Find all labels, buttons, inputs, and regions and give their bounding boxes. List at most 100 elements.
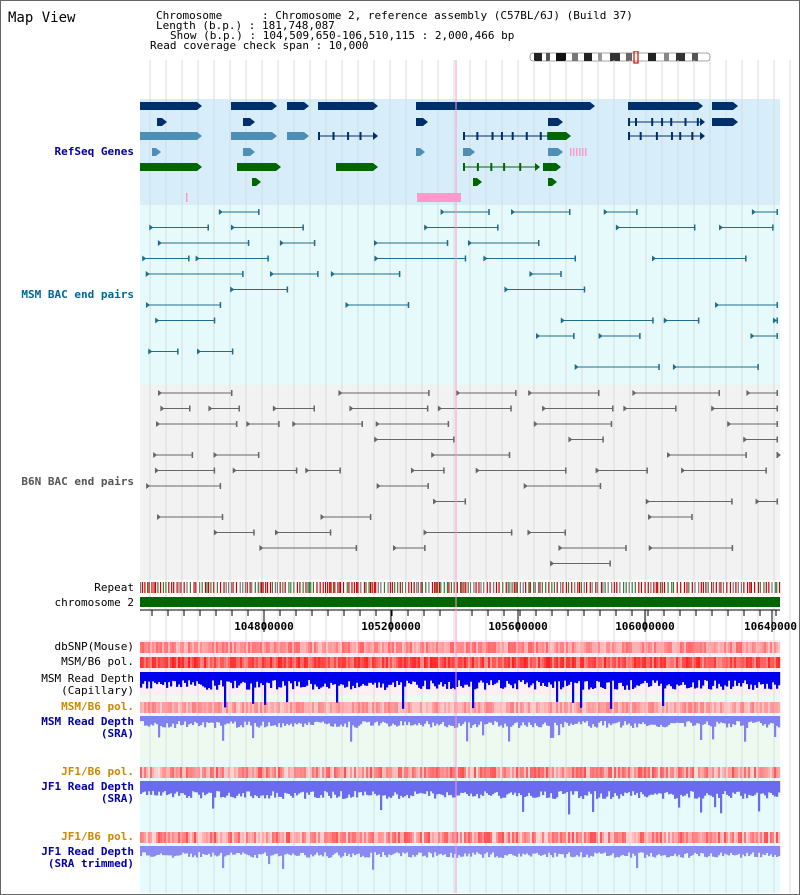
msm-capillary-depth-bar — [528, 672, 531, 688]
msm-pol-sra-cell — [338, 702, 341, 713]
axis-tick-label: 10640000 — [744, 620, 797, 633]
jf1-trimmed-depth-bar — [478, 846, 481, 854]
jf1-pol-cell — [434, 767, 437, 778]
msm-pol-cell — [768, 657, 771, 668]
axis-tick-label: 106000000 — [615, 620, 675, 633]
msm-capillary-depth-bar — [496, 672, 499, 683]
msm-capillary-depth-bar — [366, 672, 369, 686]
msm-pol-cell — [552, 657, 555, 668]
jf1-pol-trim-cell — [278, 832, 281, 843]
jf1-sra-depth-bar — [676, 781, 679, 799]
msm-pol-sra-cell — [564, 702, 567, 713]
msm-capillary-depth-bar — [744, 672, 747, 681]
jf1-pol-trim-cell — [684, 832, 687, 843]
jf1-pol-cell — [708, 767, 711, 778]
refseq-gene-exon — [511, 132, 514, 140]
repeat-element — [776, 582, 778, 593]
jf1-pol-trim-cell — [484, 832, 487, 843]
jf1-sra-depth-bar — [690, 781, 693, 792]
jf1-pol-cell — [244, 767, 247, 778]
jf1-sra-depth-bar — [248, 781, 251, 792]
b6n-bac-pair-end — [154, 467, 159, 474]
jf1-sra-depth-bar — [484, 781, 487, 792]
jf1-sra-depth-bar — [684, 781, 687, 796]
msm-capillary-depth-bar — [354, 672, 357, 689]
msm-pol-sra-cell — [366, 702, 369, 713]
b6n-bac-pair-end — [375, 421, 380, 427]
jf1-sra-depth-bar — [604, 781, 607, 799]
jf1-pol-trim-cell — [248, 832, 251, 843]
refseq-gene — [140, 163, 197, 171]
msm-capillary-depth-bar — [374, 672, 377, 683]
msm-pol-cell — [344, 657, 347, 668]
jf1-pol-cell — [192, 767, 195, 778]
msm-sra-depth-bar — [708, 716, 711, 726]
refseq-gene — [712, 118, 733, 126]
jf1-pol-trim-cell — [222, 832, 225, 843]
msm-sra-depth-bar — [246, 716, 249, 725]
jf1-trimmed-depth-bar — [406, 846, 409, 853]
jf1-pol-cell — [622, 767, 625, 778]
msm-pol-sra-cell — [524, 702, 527, 713]
jf1-trimmed-depth-bar — [288, 846, 291, 855]
jf1-pol-cell — [488, 767, 491, 778]
repeat-element — [740, 582, 742, 593]
msm-bac-pair-end — [511, 209, 516, 215]
jf1-pol-cell — [516, 767, 519, 778]
msm-pol-cell — [548, 657, 551, 668]
dbsnp-cell — [172, 642, 175, 653]
jf1-trimmed-depth-bar — [204, 846, 207, 855]
jf1-pol-trim-cell — [254, 832, 257, 843]
b6n-bac-pair-end — [776, 390, 778, 396]
dbsnp-cell — [186, 642, 189, 653]
jf1-trimmed-depth-bar — [422, 846, 425, 857]
repeat-element — [616, 582, 618, 593]
msm-pol-cell — [510, 657, 513, 668]
jf1-trimmed-depth-bar — [196, 846, 199, 858]
msm-pol-sra-cell — [750, 702, 753, 713]
msm-pol-sra-cell — [752, 702, 755, 713]
jf1-trimmed-depth-bar — [670, 846, 673, 856]
msm-capillary-depth-bar — [670, 672, 673, 687]
jf1-pol-trim-cell — [726, 832, 729, 843]
jf1-pol-cell — [268, 767, 271, 778]
refseq-gene-exon — [490, 163, 493, 171]
dbsnp-cell — [748, 642, 751, 653]
jf1-sra-depth-bar — [702, 781, 705, 799]
jf1-trimmed-depth-bar — [766, 846, 769, 853]
dbsnp-cell — [588, 642, 591, 653]
msm-pol-cell — [504, 657, 507, 668]
repeat-element — [495, 582, 498, 593]
jf1-pol-trim-cell — [494, 832, 497, 843]
jf1-trimmed-depth-bar — [460, 846, 463, 857]
repeat-element — [711, 582, 713, 593]
msm-pol-cell — [586, 657, 589, 668]
msm-pol-sra-cell — [262, 702, 265, 713]
msm-capillary-depth-bar — [324, 672, 327, 684]
msm-pol-cell — [244, 657, 247, 668]
repeat-element — [657, 582, 659, 593]
dbsnp-cell — [696, 642, 699, 653]
jf1-pol-cell — [344, 767, 347, 778]
msm-bac-pair-end — [218, 209, 223, 215]
repeat-element — [330, 582, 332, 593]
msm-capillary-depth-bar — [344, 672, 347, 688]
jf1-sra-depth-bar — [264, 781, 267, 799]
chromosome-ideogram[interactable] — [528, 51, 714, 65]
jf1-trimmed-depth-bar — [512, 846, 515, 856]
jf1-pol-trim-cell — [322, 832, 325, 843]
msm-bac-pair-end — [697, 317, 700, 324]
msm-sra-depth-bar — [690, 716, 693, 723]
msm-sra-depth-bar — [524, 716, 527, 726]
dbsnp-cell — [156, 642, 159, 653]
msm-pol-sra-cell — [296, 702, 299, 713]
b6n-bac-pair-end — [305, 467, 310, 474]
msm-pol-cell — [516, 657, 519, 668]
msm-pol-sra-cell — [626, 702, 629, 713]
jf1-b6-pol-label: JF1/B6 pol. — [61, 765, 134, 778]
msm-capillary-depth-bar — [288, 672, 291, 682]
jf1-sra-depth-bar — [182, 781, 185, 794]
jf1-pol-trim-cell — [184, 832, 187, 843]
jf1-trimmed-depth-bar — [476, 846, 479, 853]
